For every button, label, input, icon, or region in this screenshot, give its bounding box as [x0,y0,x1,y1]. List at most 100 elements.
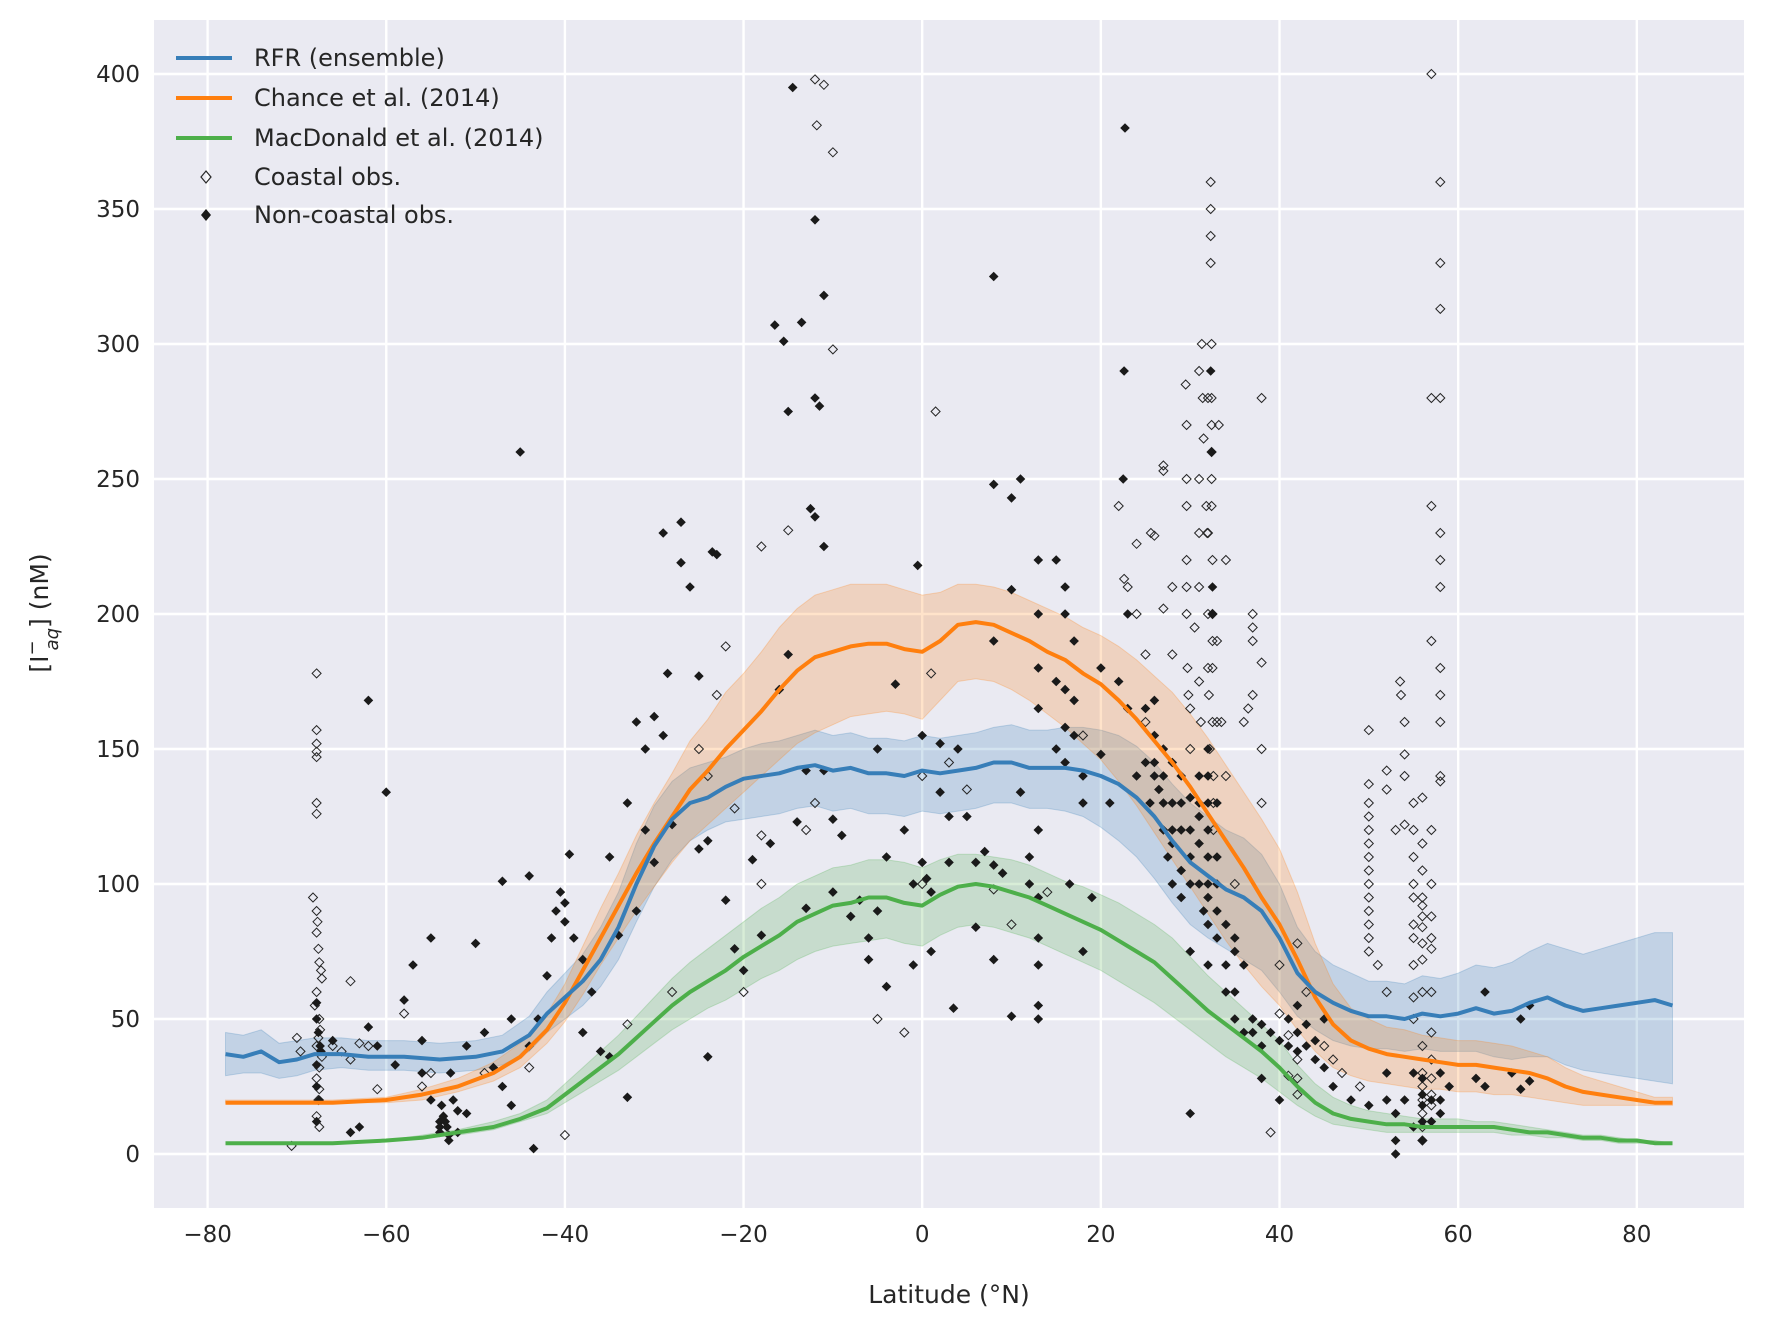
non-coastal-point [988,636,999,646]
coastal-point [1167,581,1178,593]
line-chance [225,620,1673,1105]
coastal-point [1113,500,1124,512]
coastal-point [1206,473,1217,485]
band-rfr [225,724,1673,1085]
non-coastal-point [604,852,615,862]
coastal-point [782,525,794,536]
coastal-point [311,905,322,917]
coastal-point [1372,959,1384,971]
non-coastal-point [783,649,793,660]
non-coastal-point [1239,960,1249,970]
y-tick-label: 100 [96,872,140,898]
non-coastal-point [1033,960,1044,970]
non-coastal-point [805,503,816,514]
non-coastal-point [461,1108,472,1119]
coastal-point [1189,622,1200,633]
coastal-point [1207,635,1218,647]
coastal-point [1426,635,1437,647]
non-coastal-point [452,1106,463,1116]
x-tick-label: −60 [362,1222,411,1248]
non-coastal-point [1060,722,1070,733]
non-coastal-point [515,447,525,457]
non-coastal-point [438,1111,449,1121]
non-coastal-point [1256,1019,1267,1030]
coastal-point [1435,662,1446,674]
coastal-point [1408,919,1419,930]
coastal-point [311,986,322,998]
coastal-point [1238,716,1250,728]
coastal-point [1336,1067,1348,1079]
coastal-point [756,830,767,841]
non-coastal-point [747,854,758,865]
non-coastal-point [533,1014,543,1024]
non-coastal-point [327,1035,338,1046]
non-coastal-point [756,930,767,941]
coastal-point [1426,932,1437,944]
non-coastal-point [1167,879,1178,889]
non-coastal-point [506,1100,517,1111]
non-coastal-point [1310,1035,1320,1046]
non-coastal-point [917,857,927,868]
non-coastal-point [890,679,901,689]
non-coastal-point [363,1022,374,1032]
coastal-point [1426,1100,1437,1111]
non-coastal-point [1149,757,1160,768]
non-coastal-point [1212,852,1222,862]
coastal-point [1408,959,1419,971]
non-coastal-point [881,981,892,992]
coastal-point [1292,938,1303,949]
y-tick-label: 250 [96,467,140,493]
non-coastal-point [1212,906,1222,916]
coastal-point [1417,865,1428,876]
coastal-point [1229,878,1241,890]
non-coastal-point [1118,474,1128,484]
coastal-point [1122,581,1133,593]
coastal-point [720,641,731,652]
non-coastal-point [703,836,713,846]
non-coastal-point [819,541,829,552]
coastal-point [1211,635,1223,647]
coastal-point [1301,986,1312,998]
non-coastal-point [1167,825,1178,835]
non-coastal-point [622,1092,633,1103]
non-coastal-point [1221,987,1231,997]
coastal-point [1247,608,1258,620]
non-coastal-point [1435,1068,1446,1078]
coastal-point [313,1032,324,1044]
coastal-point [1363,778,1375,790]
non-coastal-point [1158,798,1169,808]
non-coastal-point [1247,1027,1258,1038]
non-coastal-point [488,1062,499,1073]
coastal-point [1256,797,1267,809]
coastal-point [622,1019,633,1030]
y-axis-label: [I−aq] (nM) [22,553,63,672]
coastal-observations [286,68,1446,1152]
non-coastal-point [921,873,932,884]
coastal-point [1363,797,1375,809]
non-coastal-point [1149,695,1160,706]
non-coastal-point [426,1095,436,1105]
non-coastal-point [1198,906,1209,916]
coastal-point [1435,527,1446,539]
coastal-point [1211,716,1223,728]
non-coastal-point [1230,1014,1240,1024]
legend: RFR (ensemble) Chance et al. (2014) MacD… [176,44,543,229]
legend-label-noncoastal: Non-coastal obs. [254,201,454,229]
legend-label-rfr: RFR (ensemble) [254,44,445,72]
coastal-point [1256,743,1267,755]
non-coastal-point [631,906,642,916]
coastal-point [925,668,937,679]
coastal-point [899,1027,910,1038]
coastal-point [1167,649,1178,660]
non-coastal-point [703,1052,713,1062]
x-tick-label: −80 [183,1222,232,1248]
non-coastal-point [1060,684,1070,695]
coastal-point [1158,465,1169,477]
non-coastal-point [1230,933,1240,943]
non-coastal-point [1078,798,1088,808]
non-coastal-point [971,857,981,868]
coastal-point [1274,959,1285,971]
non-coastal-point [1122,609,1133,619]
coastal-point [1381,784,1392,795]
